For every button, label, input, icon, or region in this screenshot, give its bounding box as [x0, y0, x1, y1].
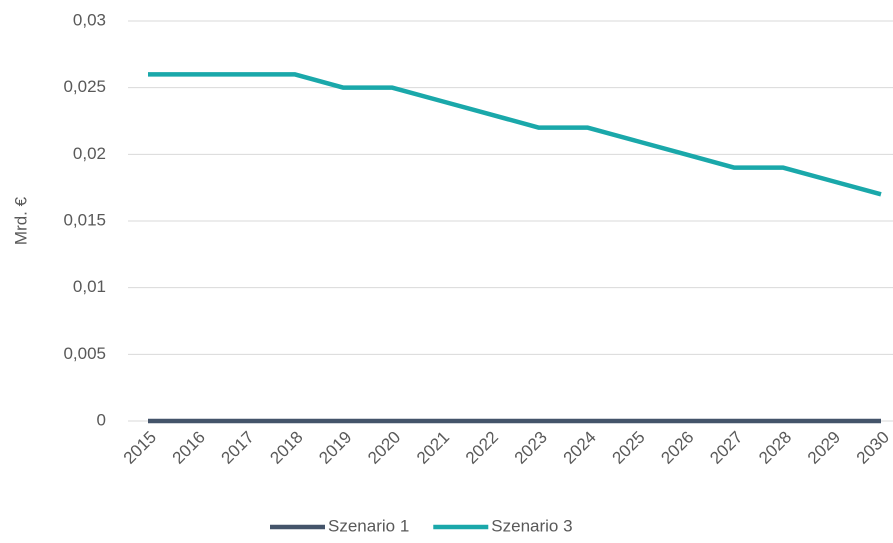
y-tick-label: 0,01 — [73, 277, 106, 296]
x-tick-label: 2017 — [218, 428, 258, 468]
x-tick-label: 2023 — [511, 428, 551, 468]
y-tick-label: 0 — [97, 410, 106, 429]
x-tick-label: 2026 — [657, 428, 697, 468]
y-tick-label: 0,005 — [63, 344, 106, 363]
y-tick-label: 0,02 — [73, 144, 106, 163]
legend-label: Szenario 1 — [328, 516, 409, 535]
x-tick-label: 2027 — [706, 428, 746, 468]
x-tick-label: 2028 — [755, 428, 795, 468]
x-tick-label: 2016 — [169, 428, 209, 468]
y-tick-label: 0,025 — [63, 77, 106, 96]
x-tick-label: 2022 — [462, 428, 502, 468]
legend-label: Szenario 3 — [491, 516, 572, 535]
x-tick-label: 2024 — [560, 428, 600, 468]
line-series — [148, 72, 882, 197]
y-axis-label: Mrd. € — [11, 196, 30, 245]
x-tick-label: 2015 — [120, 428, 160, 468]
x-tick-label: 2021 — [413, 428, 453, 468]
x-tick-label: 2025 — [608, 428, 648, 468]
y-tick-label: 0,03 — [73, 10, 106, 29]
y-tick-label: 0,015 — [63, 210, 106, 229]
x-tick-label: 2029 — [804, 428, 844, 468]
x-tick-label: 2030 — [853, 428, 893, 468]
x-tick-label: 2019 — [315, 428, 355, 468]
x-tick-label: 2020 — [364, 428, 404, 468]
x-tick-label: 2018 — [266, 428, 306, 468]
